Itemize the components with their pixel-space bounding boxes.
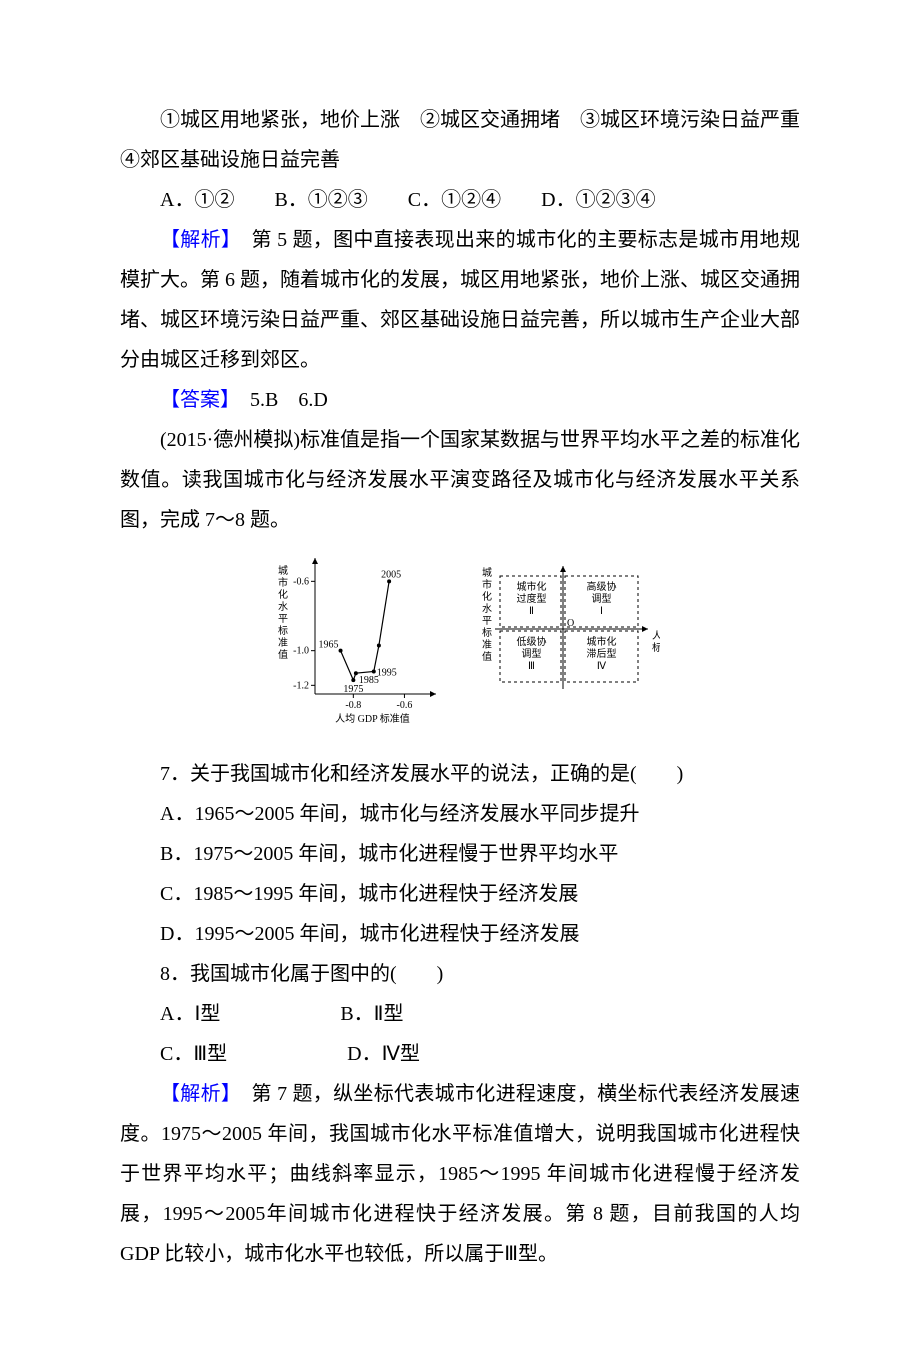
q8-opt-d: D．Ⅳ型 [347, 1043, 420, 1065]
analysis-78: 【解析】 第 7 题，纵坐标代表城市化进程速度，横坐标代表经济发展速度。1975… [120, 1074, 800, 1274]
analysis-label: 【解析】 [160, 229, 231, 251]
chart-svg: -0.6-1.0-1.2-0.8-0.620051965197519851995… [260, 554, 660, 734]
svg-text:化: 化 [482, 590, 492, 603]
svg-text:调型: 调型 [522, 647, 542, 660]
q7-opt-c: C．1985～1995 年间，城市化进程快于经济发展 [120, 874, 800, 914]
q7-opt-b: B．1975～2005 年间，城市化进程慢于世界平均水平 [120, 834, 800, 874]
svg-text:标: 标 [482, 627, 492, 639]
svg-text:标: 标 [278, 625, 288, 637]
q8-opt-b: B．Ⅱ型 [340, 1003, 403, 1025]
svg-text:Ⅲ: Ⅲ [528, 661, 535, 672]
svg-text:值: 值 [482, 650, 492, 663]
svg-text:值: 值 [278, 648, 288, 661]
q8-row1: A．Ⅰ型 B．Ⅱ型 [120, 994, 800, 1034]
svg-text:-1.2: -1.2 [293, 680, 309, 691]
svg-text:调型: 调型 [592, 592, 612, 605]
svg-text:人均 GDP: 人均 GDP [652, 630, 660, 642]
svg-text:-0.6: -0.6 [397, 700, 413, 711]
svg-text:平: 平 [482, 616, 492, 627]
svg-text:1995: 1995 [377, 667, 397, 678]
svg-text:人均 GDP 标准值: 人均 GDP 标准值 [335, 712, 410, 725]
svg-text:Ⅱ: Ⅱ [529, 606, 534, 617]
svg-text:城: 城 [482, 567, 492, 579]
svg-text:-0.6: -0.6 [293, 576, 309, 587]
svg-text:O: O [567, 618, 574, 629]
svg-text:化: 化 [278, 588, 288, 601]
svg-text:-1.0: -1.0 [293, 646, 309, 657]
svg-text:低级协: 低级协 [517, 635, 547, 648]
svg-text:1965: 1965 [319, 640, 339, 651]
svg-text:市: 市 [278, 576, 288, 589]
svg-text:-0.8: -0.8 [345, 700, 361, 711]
svg-text:城: 城 [278, 565, 288, 577]
analysis-56: 【解析】 第 5 题，图中直接表现出来的城市化的主要标志是城市用地规模扩大。第 … [120, 220, 800, 380]
analysis-label-2: 【解析】 [160, 1083, 231, 1105]
svg-text:Ⅰ: Ⅰ [600, 606, 603, 617]
q56-options: A．①② B．①②③ C．①②④ D．①②③④ [120, 180, 800, 220]
svg-text:市: 市 [482, 578, 492, 591]
svg-text:高级协: 高级协 [587, 580, 617, 593]
q8-opt-a: A．Ⅰ型 [160, 1003, 220, 1025]
q8-stem: 8．我国城市化属于图中的( ) [120, 954, 800, 994]
svg-text:水: 水 [482, 603, 492, 615]
svg-text:城市化: 城市化 [517, 580, 547, 593]
svg-text:平: 平 [278, 614, 288, 625]
svg-text:过度型: 过度型 [517, 592, 547, 605]
figure-78: -0.6-1.0-1.2-0.8-0.620051965197519851995… [120, 554, 800, 748]
svg-text:水: 水 [278, 601, 288, 613]
q56-statements: ①城区用地紧张，地价上涨 ②城区交通拥堵 ③城区环境污染日益严重 ④郊区基础设施… [120, 100, 800, 180]
svg-text:2005: 2005 [381, 569, 401, 580]
svg-text:标准值: 标准值 [652, 641, 660, 654]
q8-row2: C．Ⅲ型 D．Ⅳ型 [120, 1034, 800, 1074]
svg-text:准: 准 [278, 637, 288, 649]
svg-text:准: 准 [482, 639, 492, 651]
answer-56-text: 5.B 6.D [230, 389, 328, 411]
svg-text:Ⅳ: Ⅳ [597, 661, 607, 672]
passage-78: (2015·德州模拟)标准值是指一个国家某数据与世界平均水平之差的标准化数值。读… [120, 420, 800, 540]
analysis-78-text: 第 7 题，纵坐标代表城市化进程速度，横坐标代表经济发展速度。1975～2005… [120, 1083, 800, 1265]
answer-56: 【答案】 5.B 6.D [120, 380, 800, 420]
q8-opt-c: C．Ⅲ型 [160, 1043, 227, 1065]
answer-label: 【答案】 [160, 389, 230, 411]
svg-text:滞后型: 滞后型 [587, 647, 617, 660]
q7-stem: 7．关于我国城市化和经济发展水平的说法，正确的是( ) [120, 754, 800, 794]
q7-opt-a: A．1965～2005 年间，城市化与经济发展水平同步提升 [120, 794, 800, 834]
svg-text:城市化: 城市化 [587, 635, 617, 648]
q7-opt-d: D．1995～2005 年间，城市化进程快于经济发展 [120, 914, 800, 954]
